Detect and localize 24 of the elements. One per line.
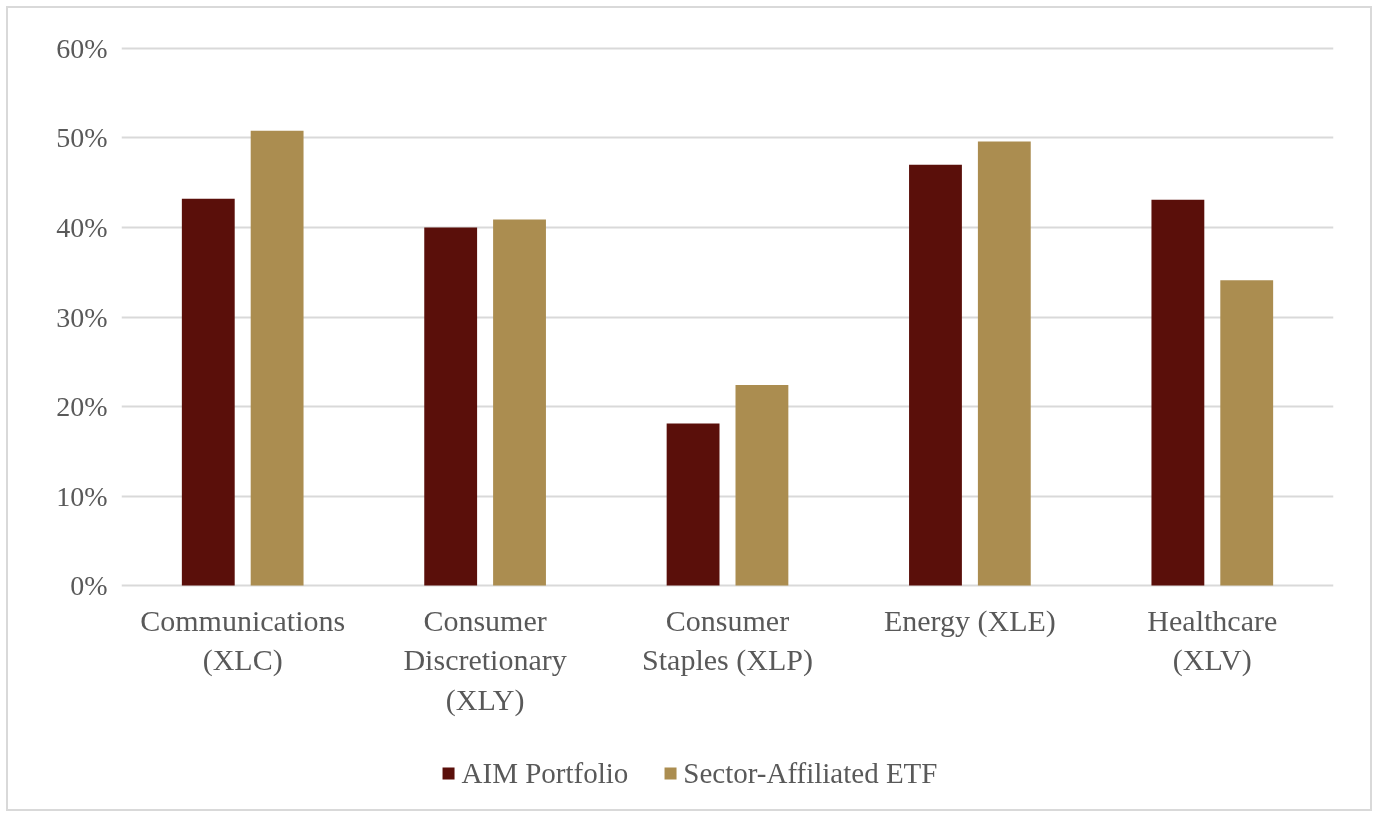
bar xyxy=(909,164,962,586)
bar xyxy=(181,198,235,586)
y-tick-label: 20% xyxy=(56,391,108,422)
bar xyxy=(424,227,478,586)
x-tick-label: Energy (XLE) xyxy=(883,603,1056,638)
bar xyxy=(493,219,546,586)
x-tick-label: Consumer Discretionary (XLY) xyxy=(403,603,567,717)
bar xyxy=(666,423,720,586)
bar xyxy=(250,130,304,586)
bar xyxy=(1220,280,1274,586)
x-tick-label: Consumer Staples (XLP) xyxy=(642,603,813,678)
x-tick-label: Healthcare (XLV) xyxy=(1147,603,1278,678)
legend-label: AIM Portfolio xyxy=(461,756,629,790)
legend-label: Sector-Affiliated ETF xyxy=(683,756,938,790)
y-tick-label: 50% xyxy=(56,122,108,154)
y-tick-label: 30% xyxy=(56,301,108,333)
bar xyxy=(735,385,789,586)
y-tick-label: 40% xyxy=(56,212,108,243)
bar xyxy=(1151,199,1205,586)
y-tick-label: 10% xyxy=(56,480,108,512)
bar xyxy=(977,141,1031,586)
y-tick-label: 0% xyxy=(70,570,108,602)
x-tick-label: Communications (XLC) xyxy=(140,603,346,678)
y-tick-label: 60% xyxy=(56,32,108,64)
